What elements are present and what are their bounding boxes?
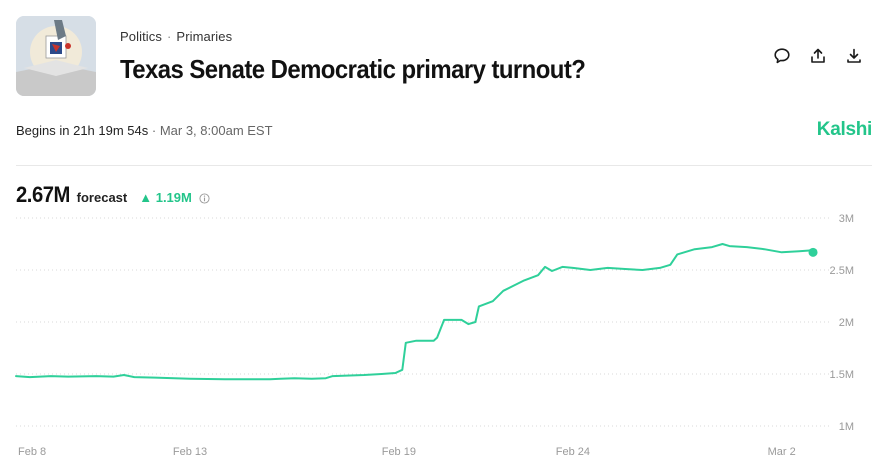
y-tick-label: 1M xyxy=(839,421,854,433)
forecast-chart[interactable]: 3M 2.5M 2M 1.5M 1M Feb 8 Feb 13 Feb 19 Feb 24 Mar… xyxy=(0,205,884,472)
series-line xyxy=(15,243,814,381)
x-tick-label: Feb 13 xyxy=(173,446,207,458)
forecast-label: forecast xyxy=(76,190,128,205)
y-tick-label: 2M xyxy=(839,317,854,329)
divider xyxy=(16,165,872,166)
info-icon xyxy=(199,193,210,204)
x-tick-label: Feb 24 xyxy=(556,446,590,458)
info-button[interactable] xyxy=(198,192,212,206)
download-button[interactable] xyxy=(844,46,864,66)
market-timing: Begins in 21h 19m 54s · Mar 3, 8:00am ES… xyxy=(16,123,273,138)
page-title: Texas Senate Democratic primary turnout? xyxy=(120,54,586,84)
ballot-box-illustration xyxy=(16,16,96,96)
action-bar xyxy=(772,46,864,66)
x-tick-label: Mar 2 xyxy=(768,446,796,458)
breadcrumb: Politics · Primaries xyxy=(120,29,232,44)
brand-logo[interactable]: Kalshi xyxy=(816,119,873,140)
share-button[interactable] xyxy=(808,46,828,66)
x-tick-label: Feb 8 xyxy=(18,446,46,458)
forecast-value: 2.67M xyxy=(16,182,70,207)
comment-button[interactable] xyxy=(772,46,792,66)
market-thumbnail xyxy=(16,16,96,96)
share-icon xyxy=(811,48,825,63)
y-tick-label: 2.5M xyxy=(830,265,854,277)
y-tick-label: 1.5M xyxy=(830,369,854,381)
breadcrumb-subcategory[interactable]: Primaries xyxy=(176,29,233,44)
x-tick-label: Feb 19 xyxy=(382,446,416,458)
breadcrumb-separator: · xyxy=(166,29,172,44)
comment-icon xyxy=(774,48,790,64)
y-tick-label: 3M xyxy=(839,213,854,225)
forecast-delta: ▲ 1.19M xyxy=(139,190,192,205)
forecast-summary: 2.67M forecast ▲ 1.19M xyxy=(16,182,212,208)
close-time: · Mar 3, 8:00am EST xyxy=(151,123,273,138)
last-point-marker xyxy=(808,247,818,257)
download-icon xyxy=(847,48,861,63)
breadcrumb-category[interactable]: Politics xyxy=(120,29,162,44)
countdown: Begins in 21h 19m 54s xyxy=(16,123,149,138)
